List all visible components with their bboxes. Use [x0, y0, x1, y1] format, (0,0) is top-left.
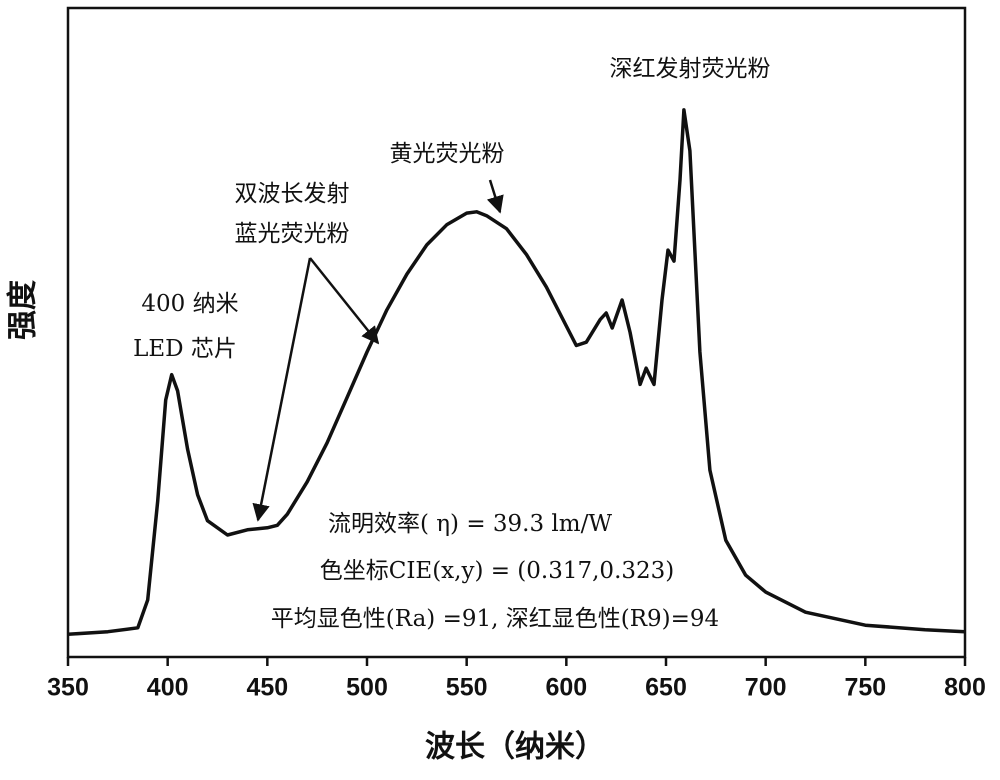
spectrum-line [67, 108, 966, 637]
annotation: 400 纳米 [141, 291, 238, 317]
x-tick-label: 700 [745, 674, 787, 702]
annotation: 深红发射荧光粉 [610, 56, 771, 82]
annotation: 黄光荧光粉 [390, 141, 505, 167]
y-axis-label: 强度 [6, 280, 41, 340]
info-line: 流明效率( η) = 39.3 lm/W [328, 511, 612, 537]
x-tick-label: 750 [844, 674, 886, 702]
annotation: 双波长发射 [235, 181, 350, 207]
arrow [309, 257, 380, 345]
x-tick-label: 450 [246, 674, 288, 702]
info-line: 色坐标CIE(x,y) = (0.317,0.323) [320, 558, 675, 584]
arrow [252, 257, 312, 522]
x-tick-label: 400 [147, 674, 189, 702]
arrows [252, 179, 504, 522]
annotation: LED 芯片 [133, 336, 237, 362]
arrow [486, 179, 504, 214]
x-tick-label: 650 [645, 674, 687, 702]
x-tick-label: 600 [545, 674, 587, 702]
x-axis-label: 波长（纳米） [425, 730, 605, 765]
x-tick-label: 800 [944, 674, 986, 702]
annotation: 蓝光荧光粉 [235, 221, 350, 247]
info-line: 平均显色性(Ra) =91, 深红显色性(R9)=94 [271, 606, 719, 632]
x-tick-label: 500 [346, 674, 388, 702]
x-tick-label: 350 [47, 674, 89, 702]
plot-frame [66, 6, 967, 659]
x-tick-label: 550 [446, 674, 488, 702]
